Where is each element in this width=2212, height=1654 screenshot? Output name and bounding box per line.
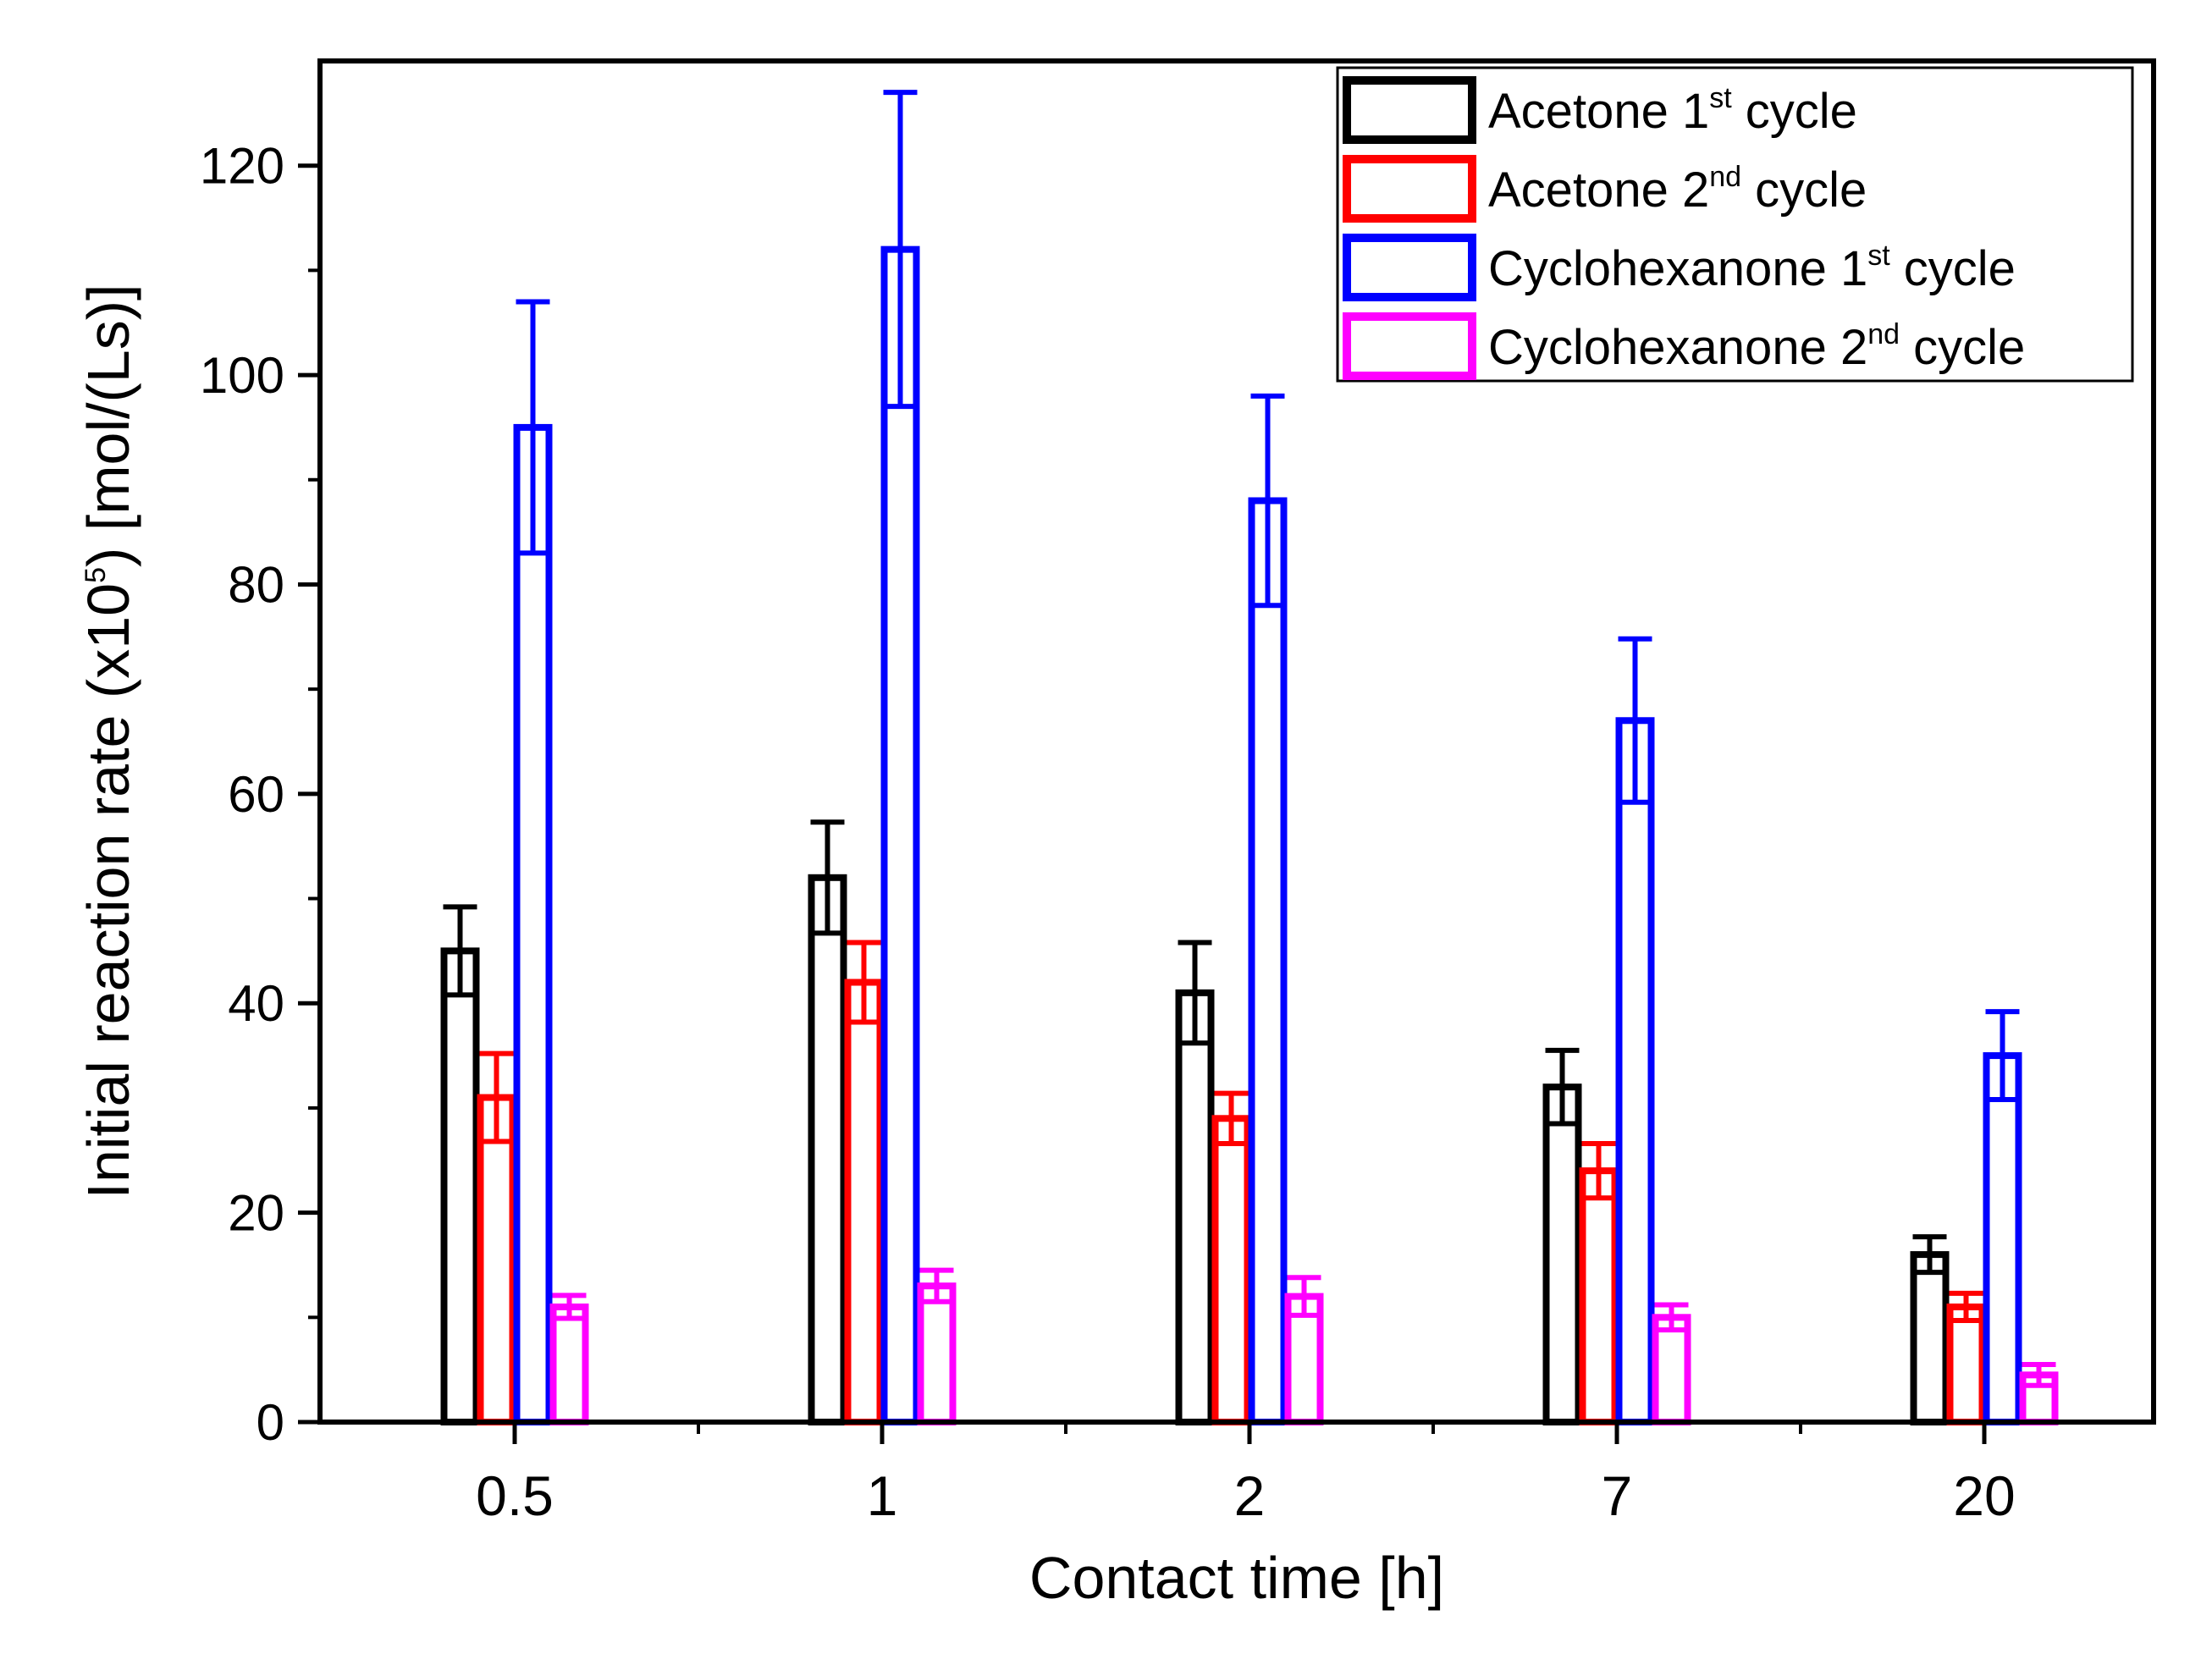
- x-tick-label: 7: [1602, 1464, 1633, 1527]
- y-tick-label: 80: [228, 556, 284, 613]
- x-tick-label: 1: [867, 1464, 898, 1527]
- plot-frame: [317, 58, 2156, 1425]
- x-tick-label: 0.5: [476, 1464, 554, 1527]
- legend-swatch-acetone-1st: [1343, 76, 1476, 144]
- legend-label-cyclohexanone-2nd: Cyclohexanone 2nd cycle: [1488, 318, 2025, 375]
- legend-item-cyclohexanone-1st: Cyclohexanone 1st cycle: [1343, 234, 2016, 301]
- y-tick-label: 0: [257, 1394, 284, 1451]
- legend-swatch-acetone-2nd: [1343, 155, 1476, 223]
- legend-item-acetone-1st: Acetone 1st cycle: [1343, 76, 1857, 144]
- legend: Acetone 1st cycle Acetone 2nd cycle Cycl…: [1336, 66, 2134, 383]
- x-axis-title: Contact time [h]: [1029, 1545, 1444, 1611]
- y-axis-title-superscript: 5: [80, 567, 112, 583]
- legend-swatch-cyclohexanone-2nd: [1343, 312, 1476, 380]
- legend-label-cyclohexanone-1st: Cyclohexanone 1st cycle: [1488, 240, 2016, 296]
- y-tick-label: 120: [200, 138, 284, 195]
- legend-label-acetone-2nd: Acetone 2nd cycle: [1488, 161, 1867, 218]
- legend-item-acetone-2nd: Acetone 2nd cycle: [1343, 155, 1867, 223]
- x-tick-label: 2: [1234, 1464, 1266, 1527]
- y-axis-title: Initial reaction rate (x105) [mol/(Ls)]: [75, 284, 141, 1199]
- y-tick-label: 60: [228, 766, 284, 823]
- x-tick-label: 20: [1953, 1464, 2015, 1527]
- legend-label-acetone-1st: Acetone 1st cycle: [1488, 82, 1857, 139]
- y-tick-label: 20: [228, 1185, 284, 1242]
- y-tick-label: 100: [200, 347, 284, 404]
- legend-swatch-cyclohexanone-1st: [1343, 234, 1476, 301]
- legend-item-cyclohexanone-2nd: Cyclohexanone 2nd cycle: [1343, 312, 2025, 380]
- y-axis-ticks: 0 20 40 60 80 100 120: [200, 138, 320, 1451]
- y-tick-label: 40: [228, 975, 284, 1032]
